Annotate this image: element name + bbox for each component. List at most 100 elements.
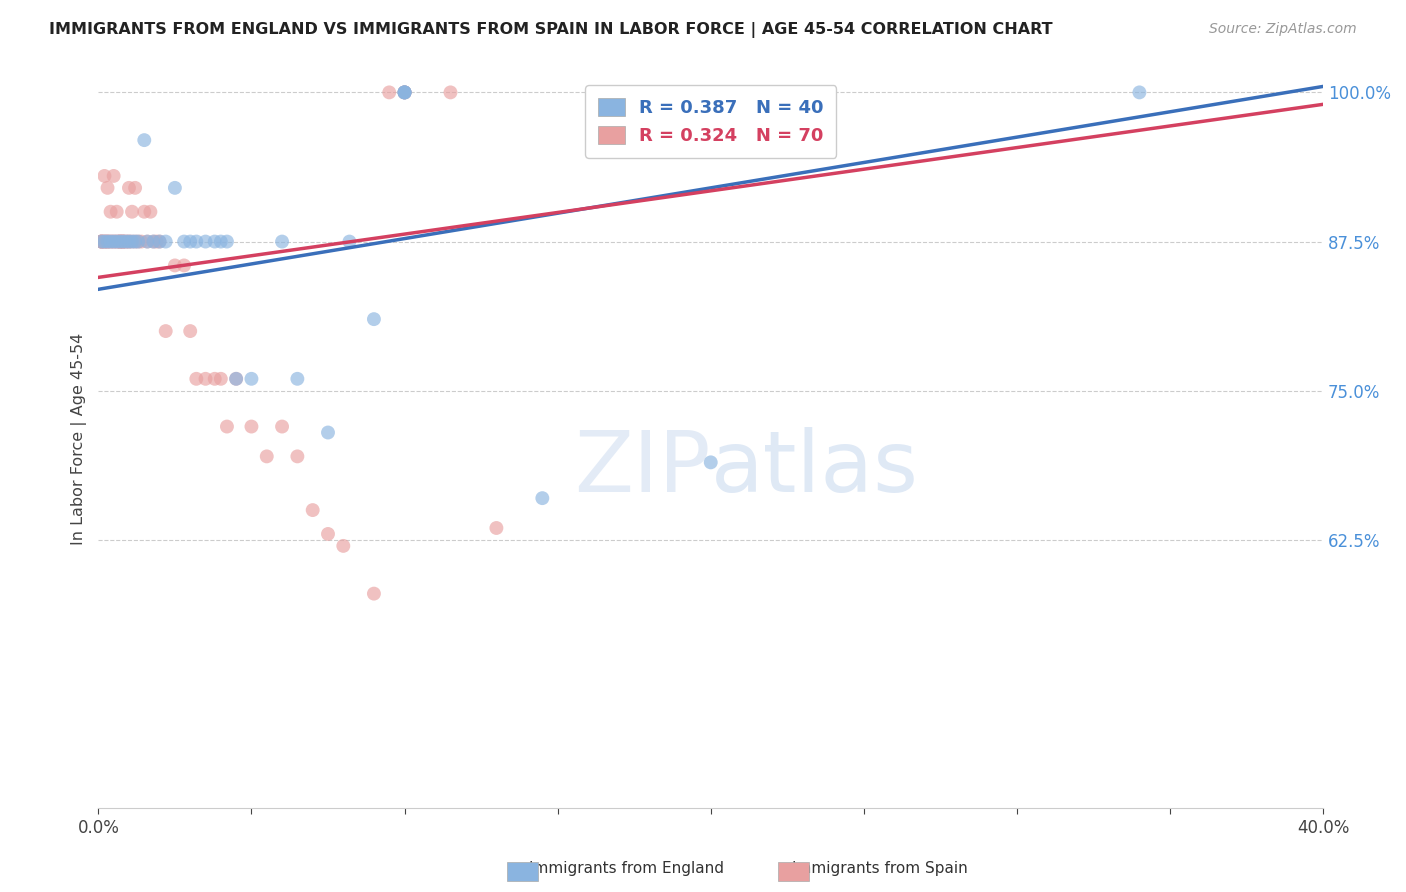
Point [121,204,143,219]
Point [100,204,122,219]
Point [105,235,128,249]
Point [105,235,128,249]
Point [118,235,141,249]
Point [394,86,416,100]
Point [127,235,149,249]
Point [93,235,115,249]
Point [301,503,323,517]
Point [103,169,125,183]
Point [179,235,201,249]
Point [149,235,172,249]
Point [332,539,354,553]
Point [118,235,141,249]
Point [394,86,416,100]
Point [256,450,278,464]
Y-axis label: In Labor Force | Age 45-54: In Labor Force | Age 45-54 [72,333,87,545]
Point [121,235,143,249]
Point [93,235,115,249]
Point [134,133,156,147]
Point [142,235,165,249]
Point [108,235,131,249]
Point [363,587,385,601]
Point [111,235,134,249]
Point [96,235,118,249]
Point [90,235,112,249]
Point [186,372,208,386]
Point [108,235,131,249]
Point [90,235,112,249]
Point [115,235,138,249]
Point [100,235,122,249]
Point [394,86,416,100]
Point [485,521,508,535]
Point [96,235,118,249]
Point [209,372,232,386]
Point [271,235,294,249]
Point [105,204,128,219]
Point [103,235,125,249]
Point [194,372,217,386]
Point [90,235,112,249]
Point [240,419,263,434]
Point [93,235,115,249]
Point [700,455,723,469]
Point [121,235,143,249]
Point [136,235,159,249]
Point [204,372,226,386]
Point [90,235,112,249]
Point [394,86,416,100]
Point [173,259,195,273]
Point [186,235,208,249]
Text: Immigrants from Spain: Immigrants from Spain [792,861,967,876]
Point [173,235,195,249]
Point [139,204,162,219]
Point [1128,86,1150,100]
Point [287,450,309,464]
Point [287,372,309,386]
Point [90,235,112,249]
Point [103,235,125,249]
Point [142,235,165,249]
Point [96,235,118,249]
Point [271,419,294,434]
Point [93,169,115,183]
Legend: R = 0.387   N = 40, R = 0.324   N = 70: R = 0.387 N = 40, R = 0.324 N = 70 [585,85,837,158]
Point [339,235,361,249]
Point [145,235,167,249]
Point [363,312,385,326]
Point [163,181,186,195]
Text: Immigrants from England: Immigrants from England [529,861,724,876]
Point [115,235,138,249]
Point [439,86,461,100]
Point [316,527,339,541]
Point [111,235,134,249]
Point [155,235,177,249]
Point [111,235,134,249]
Point [118,181,141,195]
Point [105,235,128,249]
Point [96,181,118,195]
Point [111,235,134,249]
Point [124,235,146,249]
Text: IMMIGRANTS FROM ENGLAND VS IMMIGRANTS FROM SPAIN IN LABOR FORCE | AGE 45-54 CORR: IMMIGRANTS FROM ENGLAND VS IMMIGRANTS FR… [49,22,1053,38]
Point [115,235,138,249]
Point [134,204,156,219]
Point [316,425,339,440]
Point [129,235,152,249]
Point [179,324,201,338]
Point [124,235,146,249]
Point [118,235,141,249]
Point [108,235,131,249]
Point [155,324,177,338]
Point [204,235,226,249]
Text: atlas: atlas [711,426,918,509]
Point [103,235,125,249]
Point [100,235,122,249]
Point [394,86,416,100]
Point [124,181,146,195]
Point [108,235,131,249]
Point [93,235,115,249]
Point [100,235,122,249]
Point [394,86,416,100]
Point [111,235,134,249]
